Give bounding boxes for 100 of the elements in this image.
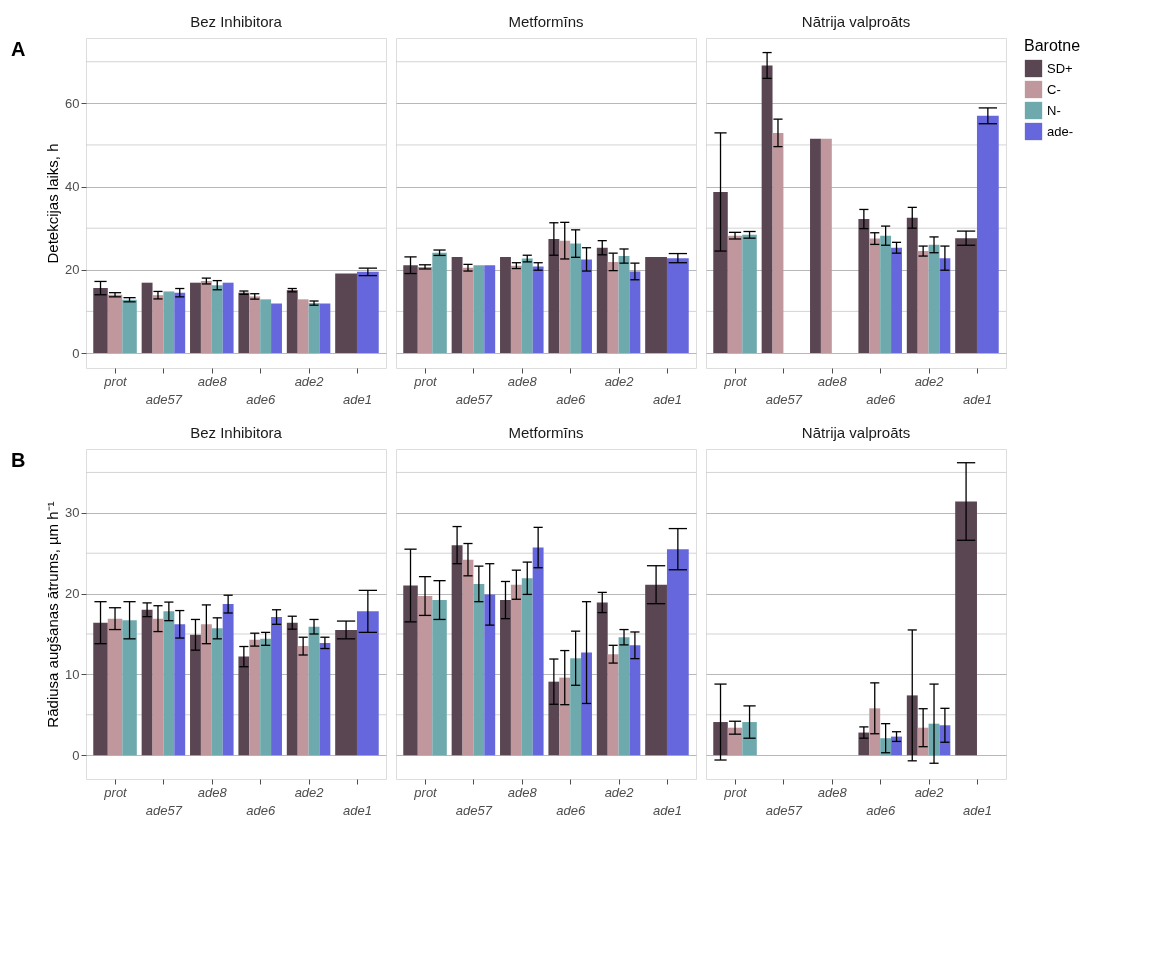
x-tick-label: ade8 xyxy=(507,373,538,389)
y-tick-label: 0 xyxy=(72,345,80,361)
x-tick-label: ade8 xyxy=(817,784,848,800)
bar xyxy=(190,634,201,756)
bar xyxy=(163,291,175,354)
x-tick-label: ade6 xyxy=(556,391,586,407)
x-tick-label: ade57 xyxy=(765,391,803,407)
bar xyxy=(484,594,496,756)
bar xyxy=(820,138,832,354)
x-tick-label: ade8 xyxy=(197,373,228,389)
x-tick-label: prot xyxy=(413,784,439,800)
y-axis-title: Detekcijas laiks, h xyxy=(44,143,62,264)
bar xyxy=(308,626,320,756)
bar xyxy=(629,271,641,354)
chart-title: Nātrija valproāts xyxy=(801,13,911,30)
bar xyxy=(462,267,474,354)
x-tick-label: prot xyxy=(413,373,439,389)
bar xyxy=(810,138,821,354)
bar xyxy=(249,639,261,756)
y-tick-label: 10 xyxy=(65,666,80,682)
bar xyxy=(532,266,544,354)
bar xyxy=(297,299,309,354)
bar xyxy=(596,247,608,354)
legend-label: C- xyxy=(1047,81,1061,97)
bar xyxy=(858,732,870,756)
bar xyxy=(286,290,298,354)
bar xyxy=(629,645,641,756)
bar xyxy=(521,258,533,354)
bar xyxy=(548,239,560,354)
x-tick-label: ade6 xyxy=(246,802,276,818)
x-tick-label: ade2 xyxy=(294,373,325,389)
bar xyxy=(319,642,331,756)
bar xyxy=(548,681,560,756)
x-tick-label: ade2 xyxy=(294,784,325,800)
bar xyxy=(451,256,463,354)
x-tick-label: ade2 xyxy=(914,373,945,389)
text: A xyxy=(11,38,26,60)
bar xyxy=(559,240,571,354)
legend-label: N- xyxy=(1047,102,1061,118)
x-tick-label: ade57 xyxy=(455,391,493,407)
bar xyxy=(238,656,250,756)
y-axis-title: Rādiusa augšanas ātrums, µm h⁻¹ xyxy=(44,501,62,728)
bar xyxy=(484,265,496,354)
legend-title: Barotne xyxy=(1024,37,1081,54)
bar xyxy=(500,600,511,756)
bar xyxy=(928,244,940,354)
bar xyxy=(510,584,522,756)
x-tick-label: ade57 xyxy=(455,802,493,818)
bar xyxy=(174,624,186,756)
x-tick-label: ade1 xyxy=(653,802,682,818)
bar xyxy=(906,217,918,354)
bar xyxy=(200,624,212,756)
y-tick-label: 60 xyxy=(65,95,80,111)
bar xyxy=(163,611,175,756)
x-tick-label: ade57 xyxy=(765,802,803,818)
bar xyxy=(618,256,630,354)
bar xyxy=(570,658,582,756)
bar xyxy=(211,628,223,756)
bar xyxy=(510,265,522,354)
bar xyxy=(222,282,234,354)
x-tick-label: ade1 xyxy=(653,391,682,407)
bar xyxy=(473,583,485,756)
bar xyxy=(761,65,773,354)
x-tick-label: ade2 xyxy=(604,373,635,389)
x-tick-label: ade6 xyxy=(866,802,896,818)
bar xyxy=(260,638,272,756)
y-tick-label: 0 xyxy=(72,747,80,763)
bar xyxy=(271,303,282,354)
x-tick-label: ade8 xyxy=(507,784,538,800)
bar xyxy=(891,247,902,354)
chart-title: Metformīns xyxy=(508,13,584,30)
bar xyxy=(858,219,870,354)
x-tick-label: ade6 xyxy=(556,802,586,818)
bar xyxy=(559,677,571,756)
bar xyxy=(532,547,544,756)
bar xyxy=(200,281,212,354)
chart-title: Bez Inhibitora xyxy=(190,13,283,30)
x-tick-label: ade57 xyxy=(145,802,183,818)
bar xyxy=(462,559,474,756)
bar xyxy=(141,282,153,354)
bar xyxy=(581,652,592,756)
x-tick-label: ade1 xyxy=(963,391,992,407)
bar xyxy=(451,545,463,756)
bar xyxy=(222,604,234,756)
bar xyxy=(260,299,272,354)
x-tick-label: ade1 xyxy=(963,802,992,818)
bar xyxy=(618,637,630,756)
bar xyxy=(869,238,881,354)
x-tick-label: ade6 xyxy=(866,391,896,407)
bar xyxy=(521,578,533,756)
bar xyxy=(596,602,608,756)
x-tick-label: prot xyxy=(723,373,749,389)
bar xyxy=(607,261,619,354)
x-tick-label: prot xyxy=(103,373,129,389)
y-tick-label: 20 xyxy=(65,262,80,278)
bar xyxy=(286,622,298,756)
bar xyxy=(308,303,320,354)
bar xyxy=(238,292,250,354)
bar xyxy=(500,256,511,354)
bar xyxy=(473,265,485,354)
